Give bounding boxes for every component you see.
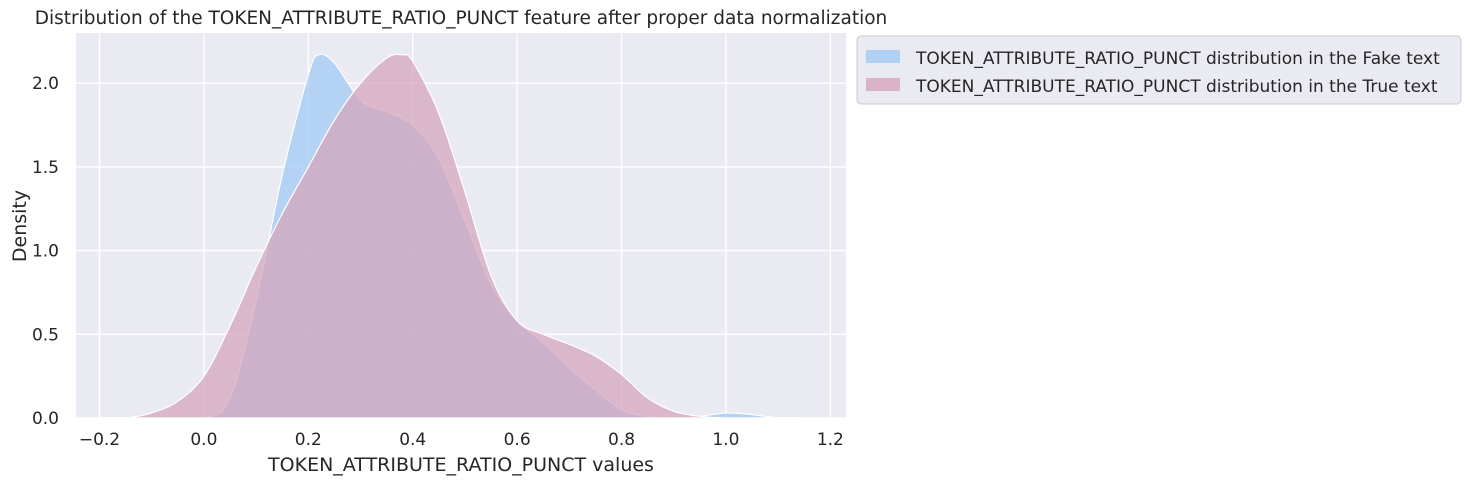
x-tick-label: 1.2 [817,430,844,450]
legend-label-fake: TOKEN_ATTRIBUTE_RATIO_PUNCT distribution… [915,49,1440,69]
density-areas [99,53,805,419]
chart-title: Distribution of the TOKEN_ATTRIBUTE_RATI… [35,8,888,29]
legend-box [856,35,1462,105]
x-tick-label: 1.0 [712,430,739,450]
x-axis-label: TOKEN_ATTRIBUTE_RATIO_PUNCT values [267,454,654,476]
x-tick-label: −0.2 [79,430,120,450]
x-tick-label: 0.4 [399,430,426,450]
density-area-true [99,53,805,419]
y-axis-label: Density [9,190,31,262]
y-axis-ticks: 0.0 0.5 1.0 1.5 2.0 [32,74,59,429]
y-tick-label: 0.0 [32,409,59,429]
x-tick-label: 0.8 [608,430,635,450]
y-tick-label: 0.5 [32,325,59,345]
x-tick-label: 0.6 [504,430,531,450]
y-tick-label: 1.0 [32,242,59,262]
legend-label-true: TOKEN_ATTRIBUTE_RATIO_PUNCT distribution… [915,77,1438,97]
legend-swatch-true [866,78,900,91]
y-tick-label: 1.5 [32,158,59,178]
legend: TOKEN_ATTRIBUTE_RATIO_PUNCT distribution… [856,35,1462,105]
y-tick-label: 2.0 [32,74,59,94]
x-tick-label: 0.0 [190,430,217,450]
legend-swatch-fake [866,50,900,63]
x-axis-ticks: −0.2 0.0 0.2 0.4 0.6 0.8 1.0 1.2 [79,430,844,450]
x-tick-label: 0.2 [295,430,322,450]
